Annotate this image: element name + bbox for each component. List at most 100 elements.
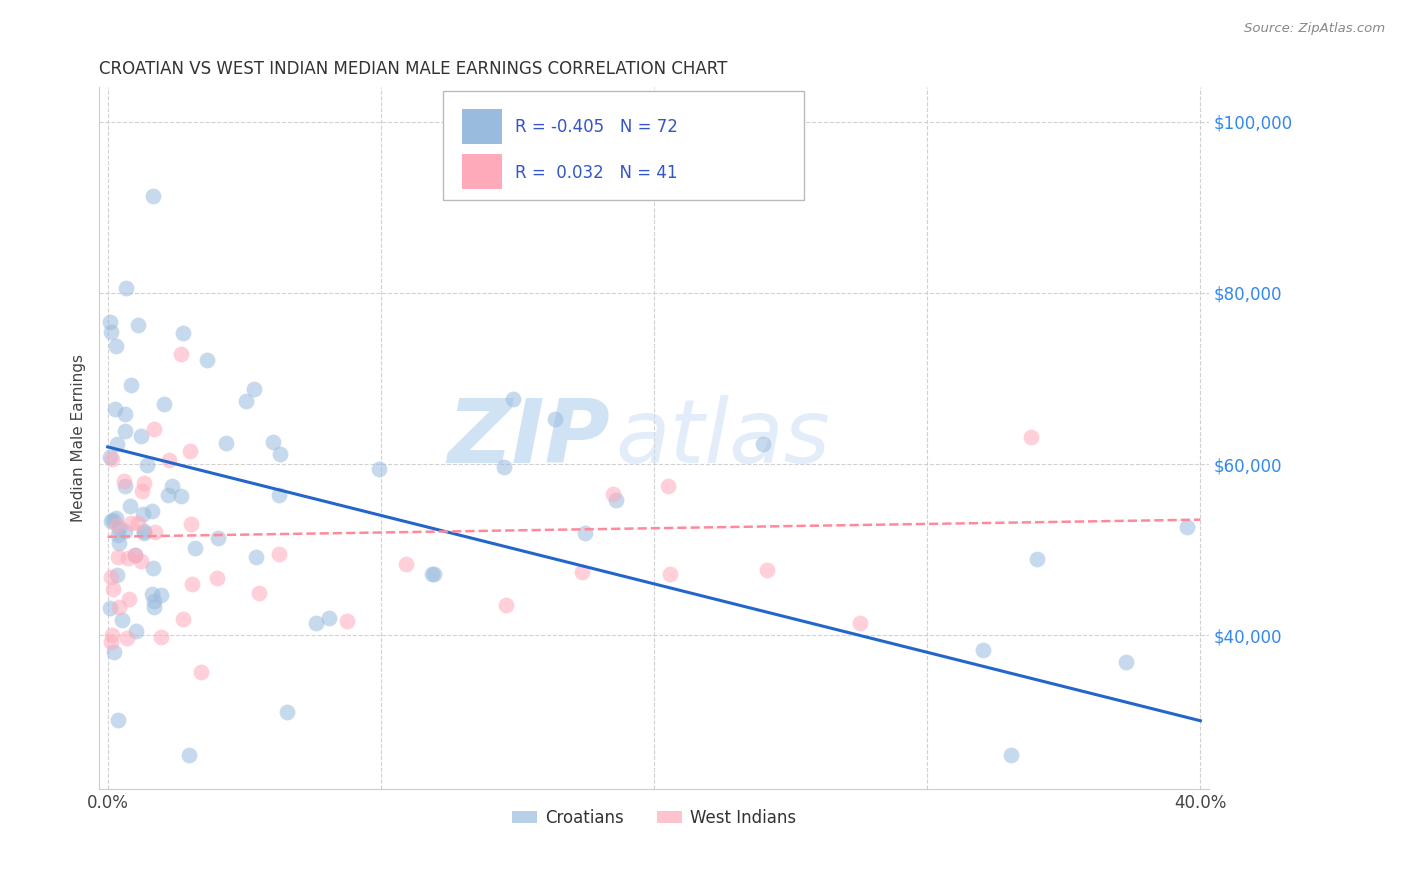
West Indians [101,452,124,467]
Croatians [318,611,340,625]
West Indians [127,516,149,531]
West Indians [112,474,135,488]
Text: atlas: atlas [616,395,830,482]
Croatians [574,526,596,541]
Croatians [215,435,238,450]
West Indians [105,517,128,532]
Croatians [502,392,524,407]
Croatians [153,397,176,411]
Croatians [184,541,207,556]
Croatians [98,601,121,615]
Croatians [100,514,122,528]
Croatians [150,589,173,603]
Croatians [114,524,136,539]
Croatians [107,528,129,542]
West Indians [190,665,212,679]
Text: Source: ZipAtlas.com: Source: ZipAtlas.com [1244,22,1385,36]
Croatians [420,566,443,581]
West Indians [124,548,146,562]
Croatians [120,378,142,392]
West Indians [143,422,166,436]
Croatians [132,524,155,539]
Croatians [103,645,125,659]
Croatians [100,325,122,339]
Croatians [262,435,284,450]
West Indians [100,635,122,649]
Croatians [544,411,567,425]
Croatians [105,437,128,451]
Croatians [157,488,180,502]
Croatians [134,525,156,540]
Croatians [368,462,391,476]
West Indians [108,600,131,615]
Text: R =  0.032   N = 41: R = 0.032 N = 41 [516,164,678,182]
Croatians [276,705,298,719]
West Indians [180,576,202,591]
Croatians [108,535,131,549]
West Indians [132,476,155,491]
West Indians [143,525,166,540]
West Indians [131,483,153,498]
Croatians [104,339,127,353]
Croatians [142,600,165,615]
West Indians [602,487,624,501]
Croatians [143,594,166,608]
Croatians [243,382,266,396]
Croatians [98,315,121,329]
Croatians [1175,520,1198,534]
Croatians [124,548,146,562]
Croatians [423,567,446,582]
Croatians [269,447,291,461]
Text: ZIP: ZIP [447,395,610,482]
West Indians [205,571,228,585]
Croatians [111,613,134,627]
Croatians [104,511,127,525]
West Indians [157,453,180,467]
Croatians [114,478,136,492]
West Indians [170,347,193,361]
Croatians [141,503,163,517]
West Indians [395,557,418,571]
Croatians [135,458,157,472]
Croatians [127,318,149,332]
West Indians [336,614,359,628]
Croatians [107,568,129,582]
Croatians [132,507,155,521]
West Indians [179,444,201,458]
West Indians [100,628,122,642]
Croatians [207,531,229,545]
West Indians [180,516,202,531]
West Indians [849,616,872,631]
Croatians [752,437,775,451]
West Indians [571,565,593,579]
Croatians [245,549,267,564]
Croatians [269,488,291,502]
West Indians [756,563,779,577]
Croatians [104,401,127,416]
Croatians [114,424,136,438]
Croatians [1025,552,1047,566]
West Indians [129,554,152,568]
Croatians [177,747,200,762]
Text: R = -0.405   N = 72: R = -0.405 N = 72 [516,119,678,136]
Croatians [129,429,152,443]
Croatians [972,642,994,657]
Text: CROATIAN VS WEST INDIAN MEDIAN MALE EARNINGS CORRELATION CHART: CROATIAN VS WEST INDIAN MEDIAN MALE EARN… [100,60,728,78]
West Indians [172,612,194,626]
Croatians [195,352,218,367]
West Indians [118,592,141,607]
West Indians [120,516,142,530]
Croatians [492,460,515,475]
Croatians [141,561,163,575]
Croatians [172,326,194,341]
Croatians [120,499,142,513]
Bar [463,109,502,144]
Croatians [1115,656,1137,670]
West Indians [267,547,290,561]
West Indians [247,586,270,600]
Croatians [101,513,124,527]
West Indians [657,478,679,492]
West Indians [659,566,682,581]
Croatians [98,450,121,464]
Croatians [304,615,326,630]
